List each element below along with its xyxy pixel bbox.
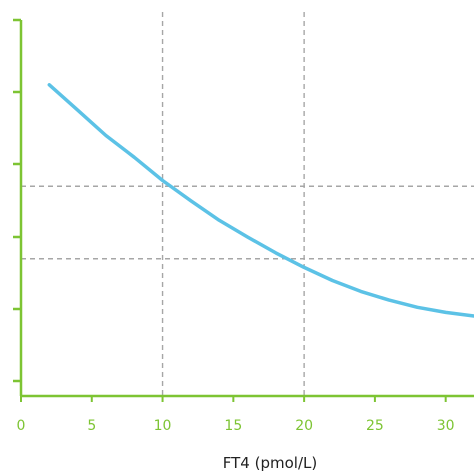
x-tick-label: 15 bbox=[224, 418, 242, 434]
x-axis-title: FT4 (pmol/L) bbox=[223, 454, 317, 472]
series-line bbox=[47, 83, 474, 318]
tick-labels: 0 5 10 15 20 25 30 bbox=[17, 418, 455, 434]
x-tick-label: 0 bbox=[17, 418, 26, 434]
x-tick-label: 5 bbox=[87, 418, 96, 434]
x-tick-label: 10 bbox=[154, 418, 172, 434]
series-layer bbox=[47, 83, 474, 318]
x-tick-label: 20 bbox=[295, 418, 313, 434]
reference-lines bbox=[21, 12, 474, 396]
axes bbox=[13, 18, 474, 402]
x-tick-label: 30 bbox=[437, 418, 455, 434]
x-tick-label: 25 bbox=[366, 418, 384, 434]
